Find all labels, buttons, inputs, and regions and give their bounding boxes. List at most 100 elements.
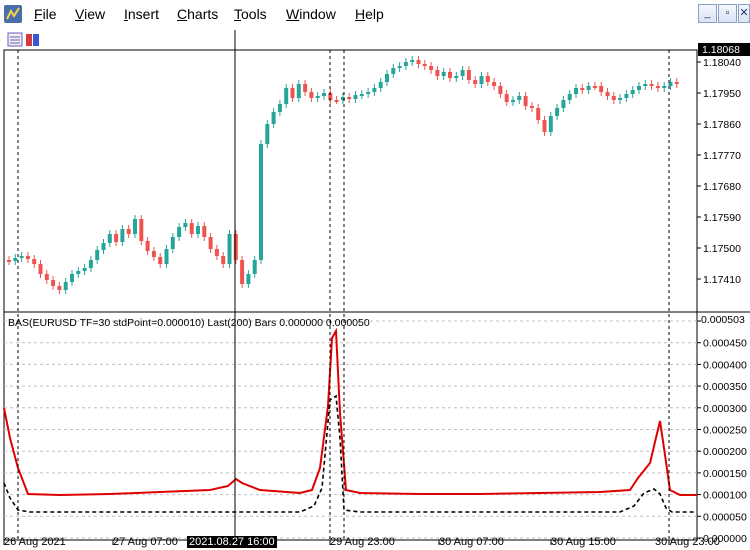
minimize-button[interactable]: _ xyxy=(698,4,717,23)
candle-body xyxy=(107,234,112,243)
indicator-scale-label: 0.000150 xyxy=(703,468,747,480)
candle-body xyxy=(63,282,68,290)
candle-body xyxy=(485,76,490,82)
candle-body xyxy=(353,95,358,99)
indicator-scale-label: 0.000450 xyxy=(703,338,747,350)
menu-bar: File View Insert Charts Tools Window Hel… xyxy=(0,0,750,29)
candle-body xyxy=(618,98,623,100)
menu-insert[interactable]: Insert xyxy=(124,6,160,22)
menu-tools[interactable]: Tools xyxy=(234,6,267,22)
restore-button[interactable]: ▫ xyxy=(718,4,737,23)
candle-body xyxy=(126,229,131,234)
candle-body xyxy=(529,106,534,108)
candle-body xyxy=(548,116,553,132)
indicator-scale-label: 0.000350 xyxy=(703,381,747,393)
menu-view[interactable]: View xyxy=(75,6,106,22)
time-label: 30 Aug 15:00 xyxy=(551,536,616,548)
candle-body xyxy=(13,258,18,261)
candle-body xyxy=(630,90,635,94)
indicator-top-value: 0.000503 xyxy=(701,314,745,326)
indicator-scale-label: 0.000300 xyxy=(703,403,747,415)
candle-body xyxy=(517,96,522,100)
indicator-scale-label: 0.000200 xyxy=(703,446,747,458)
candle-body xyxy=(7,260,11,262)
indicator-grid xyxy=(4,320,697,539)
candle-body xyxy=(435,70,440,76)
candle-body xyxy=(277,104,282,112)
close-button[interactable]: ✕ xyxy=(738,4,750,23)
candle-body xyxy=(637,86,641,90)
candle-body xyxy=(580,88,585,90)
candle-body xyxy=(158,257,163,264)
time-label-highlight: 2021.08.27 16:00 xyxy=(187,536,277,548)
candle-body xyxy=(19,256,24,258)
candle-body xyxy=(599,86,604,92)
candle-body xyxy=(183,223,188,227)
candle-body xyxy=(611,96,616,100)
candle-body xyxy=(448,72,452,78)
candle-body xyxy=(504,94,509,102)
candle-body xyxy=(347,97,352,99)
candlestick-series xyxy=(7,56,679,294)
candle-body xyxy=(536,108,541,120)
candle-body xyxy=(655,86,660,88)
menu-help[interactable]: Help xyxy=(355,6,384,22)
data-window-icon[interactable] xyxy=(7,32,23,47)
chart-frame xyxy=(3,49,698,541)
candle-body xyxy=(133,219,137,234)
chart-toolbar-icons xyxy=(7,32,39,47)
menu-window[interactable]: Window xyxy=(286,6,336,22)
candle-body xyxy=(662,86,667,88)
candle-body xyxy=(322,93,326,96)
time-label: 30 Aug 07:00 xyxy=(439,536,504,548)
candle-body xyxy=(88,260,93,268)
candle-body xyxy=(359,94,364,96)
price-label: 1.18040 xyxy=(703,57,741,69)
candle-body xyxy=(57,286,62,290)
candle-body xyxy=(120,229,125,242)
price-label: 1.17860 xyxy=(703,119,741,131)
candle-body xyxy=(82,268,87,271)
candle-body xyxy=(309,92,314,98)
candle-body xyxy=(403,62,408,66)
candle-body xyxy=(221,256,226,264)
candle-body xyxy=(139,219,144,241)
indicator-scale: 0.000450 0.000400 0.000350 0.000300 0.000250… xyxy=(697,320,747,545)
candle-body xyxy=(233,234,238,260)
candle-body xyxy=(555,108,560,116)
candle-body xyxy=(498,86,503,94)
candle-body xyxy=(303,84,308,92)
candle-body xyxy=(466,70,471,80)
indicator-line-red xyxy=(3,327,697,497)
candle-body xyxy=(391,68,396,74)
candle-body xyxy=(429,66,434,70)
candle-body xyxy=(208,237,213,249)
candle-body xyxy=(561,100,566,108)
candle-body xyxy=(378,82,383,88)
indicator-scale-label: 0.000000 xyxy=(703,533,747,545)
candle-body xyxy=(38,264,43,274)
menu-file[interactable]: File xyxy=(34,6,57,22)
candle-body xyxy=(170,237,175,249)
candle-body xyxy=(492,82,497,86)
candle-body xyxy=(366,92,371,94)
candle-body xyxy=(385,74,389,82)
chart-window[interactable]: 1.18040 1.17950 1.17860 1.17770 1.17680 1.175… xyxy=(0,28,750,550)
candle-body xyxy=(643,84,648,86)
candle-body xyxy=(511,100,515,102)
candle-body xyxy=(674,82,679,84)
candle-body xyxy=(567,94,572,100)
candle-body xyxy=(454,76,459,78)
indicator-line-dashed xyxy=(3,394,697,513)
price-label: 1.17500 xyxy=(703,243,741,255)
navigator-icon[interactable] xyxy=(26,34,39,46)
metatrader-app-icon[interactable] xyxy=(3,4,23,24)
candle-body xyxy=(114,234,119,242)
candle-body xyxy=(70,274,74,282)
candle-body xyxy=(271,112,276,124)
time-label: 29 Aug 23:00 xyxy=(330,536,395,548)
candle-body xyxy=(422,64,427,66)
menu-charts[interactable]: Charts xyxy=(177,6,219,22)
price-axis: 1.18040 1.17950 1.17860 1.17770 1.17680 1.175… xyxy=(697,57,741,286)
candle-body xyxy=(290,88,295,98)
